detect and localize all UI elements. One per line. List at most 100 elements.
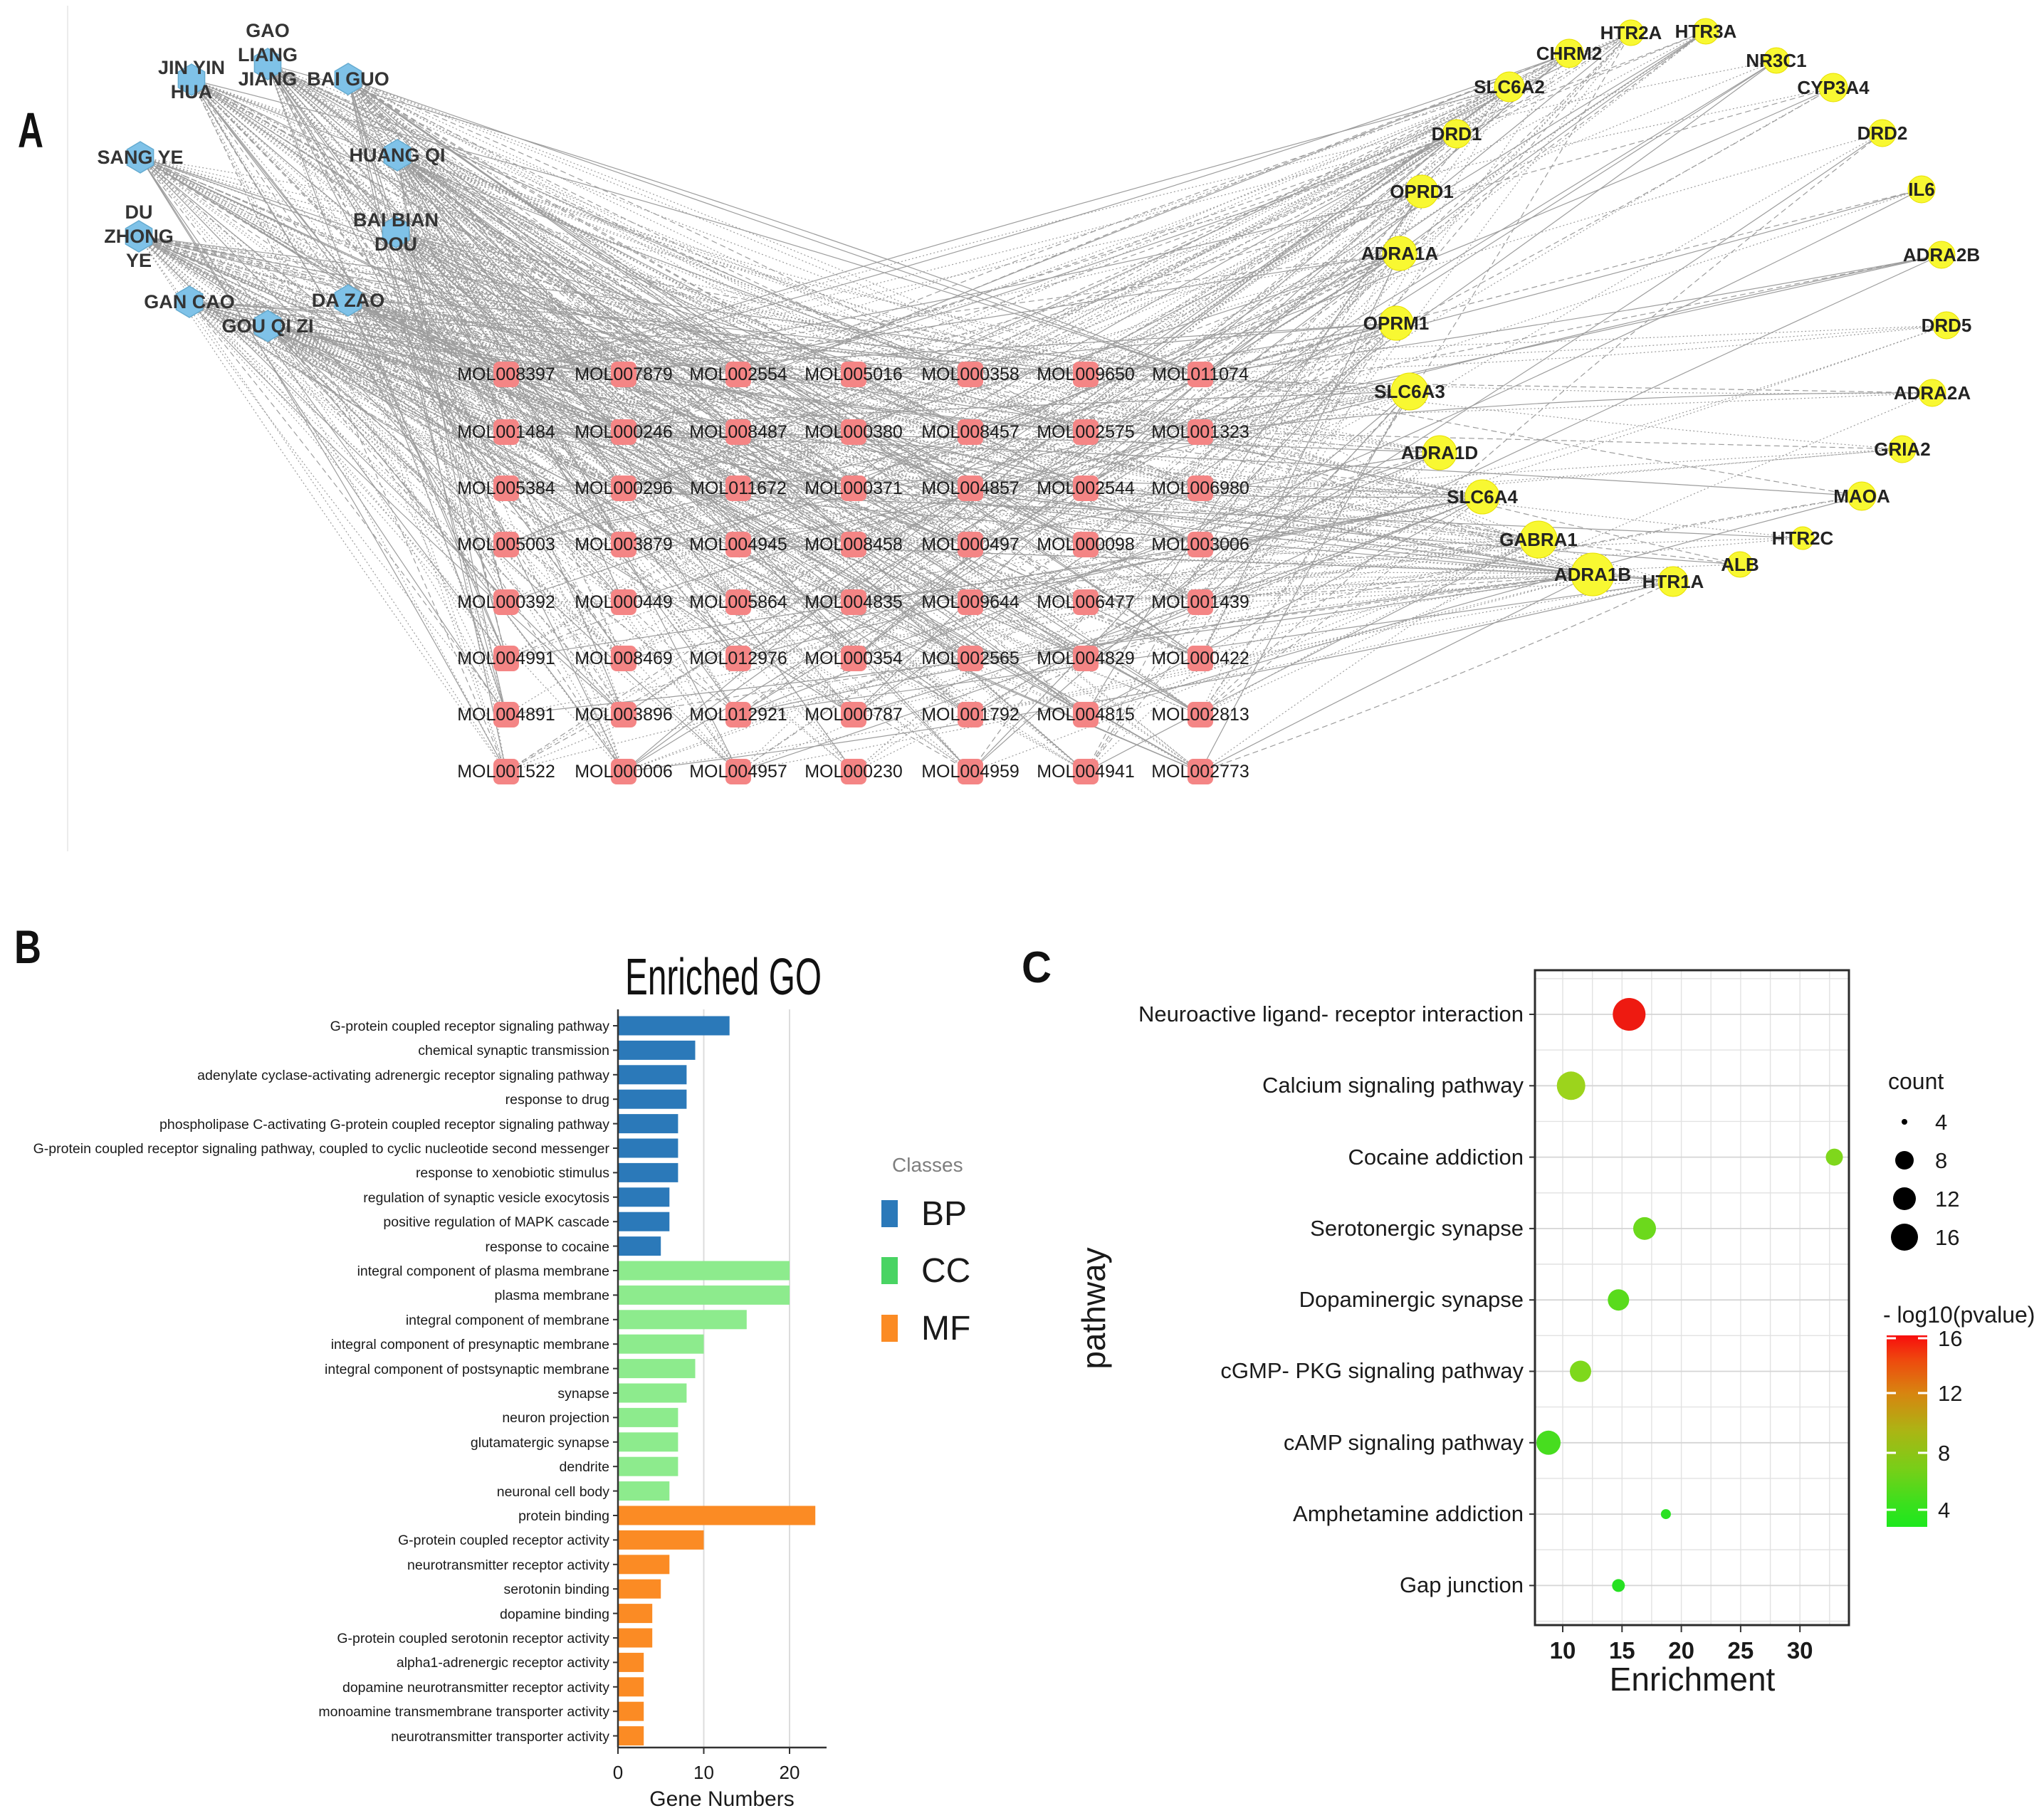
svg-text:8: 8	[1935, 1148, 1947, 1173]
svg-text:MOL000392: MOL000392	[457, 592, 555, 612]
svg-text:MOL007879: MOL007879	[575, 364, 673, 384]
svg-text:MOL000497: MOL000497	[921, 535, 1020, 555]
svg-text:DOU: DOU	[374, 233, 417, 255]
svg-text:MOL012976: MOL012976	[689, 648, 787, 668]
svg-text:ADRA2A: ADRA2A	[1894, 382, 1971, 404]
svg-text:MOL004835: MOL004835	[805, 592, 903, 612]
svg-text:JIN YIN: JIN YIN	[158, 57, 225, 78]
svg-text:protein binding: protein binding	[518, 1508, 609, 1524]
svg-text:16: 16	[1938, 1326, 1962, 1351]
svg-text:integral component of membrane: integral component of membrane	[406, 1313, 609, 1328]
svg-text:neuronal cell body: neuronal cell body	[497, 1484, 610, 1500]
svg-text:MOL000246: MOL000246	[575, 422, 673, 442]
svg-text:IL6: IL6	[1908, 179, 1935, 200]
svg-text:MOL008469: MOL008469	[575, 648, 673, 668]
svg-text:dopamine binding: dopamine binding	[500, 1607, 609, 1622]
svg-text:0: 0	[613, 1762, 623, 1783]
svg-text:pathway: pathway	[1075, 1247, 1112, 1369]
svg-text:G-protein coupled receptor act: G-protein coupled receptor activity	[398, 1533, 609, 1548]
svg-text:positive regulation of MAPK ca: positive regulation of MAPK cascade	[383, 1214, 609, 1230]
svg-text:ZHONG: ZHONG	[104, 226, 174, 247]
svg-text:DRD2: DRD2	[1857, 122, 1908, 144]
svg-text:MOL002544: MOL002544	[1037, 478, 1135, 498]
svg-text:DRD1: DRD1	[1432, 123, 1482, 145]
svg-text:Enrichment: Enrichment	[1610, 1661, 1776, 1698]
svg-text:JIANG: JIANG	[239, 68, 298, 90]
svg-text:DA ZAO: DA ZAO	[312, 290, 385, 311]
svg-text:MOL002773: MOL002773	[1151, 762, 1249, 782]
svg-text:DRD5: DRD5	[1922, 315, 1972, 336]
svg-text:MOL005864: MOL005864	[689, 592, 787, 612]
svg-text:MOL011074: MOL011074	[1152, 364, 1249, 384]
svg-text:response to xenobiotic stimulu: response to xenobiotic stimulus	[416, 1165, 609, 1181]
svg-text:MOL000371: MOL000371	[805, 478, 903, 498]
svg-text:Amphetamine addiction: Amphetamine addiction	[1293, 1501, 1524, 1526]
svg-text:CYP3A4: CYP3A4	[1797, 77, 1870, 98]
svg-text:HTR1A: HTR1A	[1642, 571, 1704, 592]
svg-text:neuron projection: neuron projection	[502, 1410, 609, 1426]
svg-text:MOL002565: MOL002565	[921, 648, 1020, 668]
svg-text:count: count	[1888, 1068, 1944, 1094]
svg-text:ADRA1A: ADRA1A	[1361, 243, 1439, 264]
svg-text:Serotonergic synapse: Serotonergic synapse	[1310, 1216, 1524, 1241]
svg-text:Gap junction: Gap junction	[1400, 1572, 1524, 1597]
svg-text:BAI BIAN: BAI BIAN	[353, 209, 439, 231]
svg-text:MOL003896: MOL003896	[575, 705, 673, 725]
svg-text:G-protein coupled receptor sig: G-protein coupled receptor signaling pat…	[330, 1019, 610, 1034]
svg-text:dendrite: dendrite	[560, 1459, 609, 1475]
svg-text:Dopaminergic synapse: Dopaminergic synapse	[1299, 1287, 1524, 1312]
svg-text:A: A	[18, 103, 43, 158]
svg-text:MOL005003: MOL005003	[457, 535, 555, 555]
svg-text:SLC6A4: SLC6A4	[1447, 486, 1518, 508]
svg-text:Gene Numbers: Gene Numbers	[649, 1787, 794, 1811]
svg-text:MOL001439: MOL001439	[1151, 592, 1249, 612]
svg-text:MOL006477: MOL006477	[1037, 592, 1135, 612]
svg-text:response to drug: response to drug	[505, 1092, 609, 1108]
svg-text:cAMP signaling pathway: cAMP signaling pathway	[1284, 1430, 1524, 1455]
svg-text:MOL004857: MOL004857	[921, 478, 1020, 498]
svg-text:MOL008487: MOL008487	[689, 422, 787, 442]
svg-text:MOL001792: MOL001792	[921, 705, 1020, 725]
svg-text:MOL004959: MOL004959	[921, 762, 1020, 782]
svg-text:ADRA1B: ADRA1B	[1554, 564, 1631, 585]
svg-text:MOL005384: MOL005384	[457, 478, 555, 498]
svg-text:MOL000296: MOL000296	[575, 478, 673, 498]
svg-text:G-protein coupled serotonin re: G-protein coupled serotonin receptor act…	[337, 1631, 609, 1646]
svg-text:MOL008397: MOL008397	[457, 364, 555, 384]
svg-text:phospholipase C-activating G-p: phospholipase C-activating G-protein cou…	[159, 1117, 609, 1133]
svg-text:MOL001323: MOL001323	[1151, 422, 1249, 442]
svg-text:DU: DU	[125, 201, 153, 223]
svg-text:MOL000380: MOL000380	[805, 422, 903, 442]
svg-text:response to cocaine: response to cocaine	[485, 1239, 609, 1255]
svg-text:HTR2A: HTR2A	[1600, 22, 1662, 43]
svg-text:ADRA1D: ADRA1D	[1401, 442, 1478, 463]
svg-text:SLC6A2: SLC6A2	[1474, 76, 1545, 98]
svg-text:monoamine transmembrane transp: monoamine transmembrane transporter acti…	[318, 1704, 609, 1720]
svg-text:16: 16	[1935, 1225, 1959, 1250]
svg-text:MOL001522: MOL001522	[457, 762, 555, 782]
svg-text:Calcium signaling pathway: Calcium signaling pathway	[1262, 1073, 1524, 1098]
svg-text:SLC6A3: SLC6A3	[1374, 381, 1445, 402]
svg-text:chemical synaptic transmission: chemical synaptic transmission	[418, 1043, 609, 1058]
svg-text:integral component of postsyna: integral component of postsynaptic membr…	[325, 1362, 609, 1377]
svg-text:dopamine neurotransmitter rece: dopamine neurotransmitter receptor activ…	[342, 1680, 609, 1696]
svg-text:GAO: GAO	[246, 20, 290, 41]
svg-text:MOL000787: MOL000787	[805, 705, 903, 725]
svg-text:C: C	[1022, 943, 1052, 992]
svg-text:4: 4	[1935, 1110, 1947, 1135]
svg-text:CHRM2: CHRM2	[1536, 43, 1602, 64]
svg-text:MF: MF	[921, 1310, 970, 1347]
svg-text:adenylate cyclase-activating a: adenylate cyclase-activating adrenergic …	[197, 1068, 609, 1083]
svg-text:10: 10	[1550, 1637, 1576, 1664]
svg-text:MOL004815: MOL004815	[1037, 705, 1135, 725]
svg-text:4: 4	[1938, 1498, 1950, 1523]
svg-text:25: 25	[1728, 1637, 1754, 1664]
svg-text:HTR3A: HTR3A	[1675, 21, 1737, 42]
svg-text:MOL006980: MOL006980	[1151, 478, 1249, 498]
svg-text:MOL000449: MOL000449	[575, 592, 673, 612]
svg-text:GOU QI ZI: GOU QI ZI	[221, 315, 313, 337]
svg-text:MAOA: MAOA	[1833, 485, 1890, 507]
svg-text:YE: YE	[126, 250, 152, 271]
svg-text:BAI GUO: BAI GUO	[307, 68, 389, 90]
svg-text:Neuroactive ligand- receptor i: Neuroactive ligand- receptor interaction	[1138, 1002, 1524, 1026]
